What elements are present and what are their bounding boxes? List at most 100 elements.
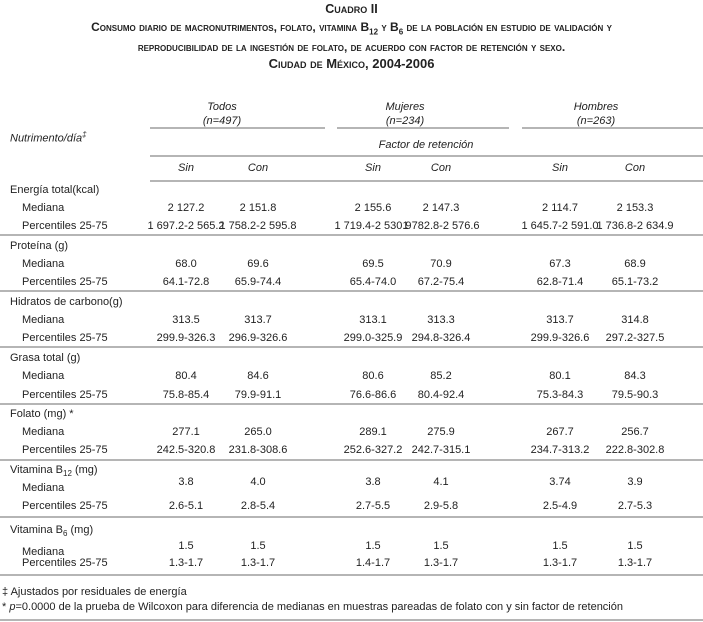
percentiles-label: Percentiles 25-75 — [22, 220, 108, 232]
percentiles-value: 294.8-326.4 — [411, 332, 471, 344]
mediana-value: 313.5 — [172, 314, 200, 326]
row-divider — [0, 346, 703, 348]
nutrient-label: Vitamina B6 (mg) — [10, 524, 93, 538]
percentiles-value: 296.9-326.6 — [228, 332, 288, 344]
percentiles-value: 297.2-327.5 — [605, 332, 665, 344]
row-divider — [0, 574, 703, 576]
mediana-label: Mediana — [22, 426, 65, 438]
mediana-value: 1.5 — [178, 540, 194, 552]
percentiles-value: 75.3-84.3 — [536, 389, 584, 401]
nutrient-subscript: 6 — [63, 529, 68, 539]
percentiles-value: 2.6-5.1 — [168, 500, 204, 512]
mediana-value: 80.4 — [175, 370, 197, 382]
mediana-value: 84.6 — [247, 370, 269, 382]
mediana-value: 3.8 — [178, 476, 194, 488]
nutrient-subscript: 12 — [63, 469, 72, 479]
percentiles-value: 80.4-92.4 — [417, 389, 465, 401]
percentiles-label: Percentiles 25-75 — [22, 444, 108, 456]
mediana-value: 1.5 — [627, 540, 643, 552]
mediana-value: 3.74 — [549, 476, 571, 488]
nutrient-name: Folato (mg) * — [10, 408, 74, 420]
mediana-value: 3.9 — [627, 476, 643, 488]
divider — [337, 127, 509, 129]
percentiles-label: Percentiles 25-75 — [22, 276, 108, 288]
mediana-value: 313.7 — [546, 314, 574, 326]
mediana-value: 85.2 — [430, 370, 452, 382]
subcol-header: Con — [430, 162, 452, 174]
footnote-mark: * — [2, 601, 7, 613]
percentiles-value: 79.5-90.3 — [611, 389, 659, 401]
footnote-1: ‡ Ajustados por residuales de energía — [2, 586, 187, 598]
divider — [522, 127, 703, 129]
subcol-header: Sin — [552, 162, 568, 174]
percentiles-value: 75.8-85.4 — [162, 389, 210, 401]
footnote-2: * p=0.0000 de la prueba de Wilcoxon para… — [2, 601, 623, 613]
percentiles-value: 64.1-72.8 — [162, 276, 210, 288]
percentiles-value: 1 782.8-2 576.6 — [402, 220, 480, 232]
percentiles-label: Percentiles 25-75 — [22, 332, 108, 344]
percentiles-value: 62.8-71.4 — [536, 276, 584, 288]
row-divider — [0, 290, 703, 292]
nutrient-name: Proteína (g) — [10, 240, 69, 252]
nutrient-label: Grasa total (g) — [10, 352, 80, 366]
percentiles-value: 1.4-1.7 — [355, 557, 391, 569]
mediana-value: 1.5 — [250, 540, 266, 552]
percentiles-value: 1.3-1.7 — [617, 557, 653, 569]
mediana-label: Mediana — [22, 482, 65, 494]
mediana-value: 267.7 — [546, 426, 574, 438]
mediana-value: 314.8 — [621, 314, 649, 326]
percentiles-value: 65.4-74.0 — [349, 276, 397, 288]
group-n: (n=234) — [385, 115, 425, 127]
percentiles-value: 76.6-86.6 — [349, 389, 397, 401]
mediana-value: 3.8 — [365, 476, 381, 488]
percentiles-value: 67.2-75.4 — [417, 276, 465, 288]
percentiles-value: 234.7-313.2 — [530, 444, 590, 456]
mediana-value: 69.5 — [362, 258, 384, 270]
mediana-value: 313.7 — [244, 314, 272, 326]
mediana-value: 67.3 — [549, 258, 571, 270]
percentiles-value: 2.7-5.3 — [617, 500, 653, 512]
row-divider — [0, 234, 703, 236]
mediana-value: 2 147.3 — [422, 202, 460, 214]
footnote-text: Ajustados por residuales de energía — [8, 586, 187, 598]
percentiles-value: 2.7-5.5 — [355, 500, 391, 512]
row-divider — [0, 459, 703, 461]
percentiles-label: Percentiles 25-75 — [22, 389, 108, 401]
footnote-text: =0.0000 de la prueba de Wilcoxon para di… — [15, 601, 623, 613]
nutrient-name: Vitamina B — [10, 464, 63, 476]
nutrient-label: Vitamina B12 (mg) — [10, 464, 98, 478]
row-header-label: Nutrimento/día‡ — [10, 130, 87, 145]
nutrient-name: Grasa total (g) — [10, 352, 81, 364]
footnote-mark: ‡ — [2, 586, 9, 598]
mediana-label: Mediana — [22, 546, 65, 558]
mediana-value: 313.1 — [359, 314, 387, 326]
mediana-label: Mediana — [22, 370, 65, 382]
row-divider — [0, 516, 703, 518]
nutrient-label: Folato (mg) * — [10, 408, 74, 422]
mediana-label: Mediana — [22, 202, 65, 214]
mediana-value: 2 155.6 — [354, 202, 392, 214]
percentiles-value: 252.6-327.2 — [343, 444, 403, 456]
nutrient-label: Energía total(kcal) — [10, 184, 99, 198]
mediana-value: 2 114.7 — [542, 202, 578, 214]
percentiles-value: 222.8-302.8 — [605, 444, 665, 456]
percentiles-value: 1 758.2-2 595.8 — [219, 220, 297, 232]
mediana-label: Mediana — [22, 258, 65, 270]
group-name: Hombres — [573, 101, 619, 113]
mediana-value: 80.6 — [362, 370, 384, 382]
mediana-value: 2 127.2 — [167, 202, 205, 214]
percentiles-value: 1 645.7-2 591.0 — [521, 220, 599, 232]
percentiles-value: 1 719.4-2 530.9 — [334, 220, 412, 232]
mediana-label: Mediana — [22, 314, 65, 326]
divider — [150, 155, 703, 157]
percentiles-value: 299.9-326.6 — [530, 332, 590, 344]
mediana-value: 1.5 — [552, 540, 568, 552]
percentiles-value: 1.3-1.7 — [542, 557, 578, 569]
mediana-value: 80.1 — [549, 370, 571, 382]
mediana-value: 2 153.3 — [616, 202, 654, 214]
table-title-line-2: reproducibilidad de la ingestión de fola… — [137, 40, 566, 54]
row-header-text: Nutrimento/día — [10, 132, 83, 145]
nutrient-label: Proteína (g) — [10, 240, 68, 254]
percentiles-value: 79.9-91.1 — [234, 389, 282, 401]
divider — [150, 127, 325, 129]
